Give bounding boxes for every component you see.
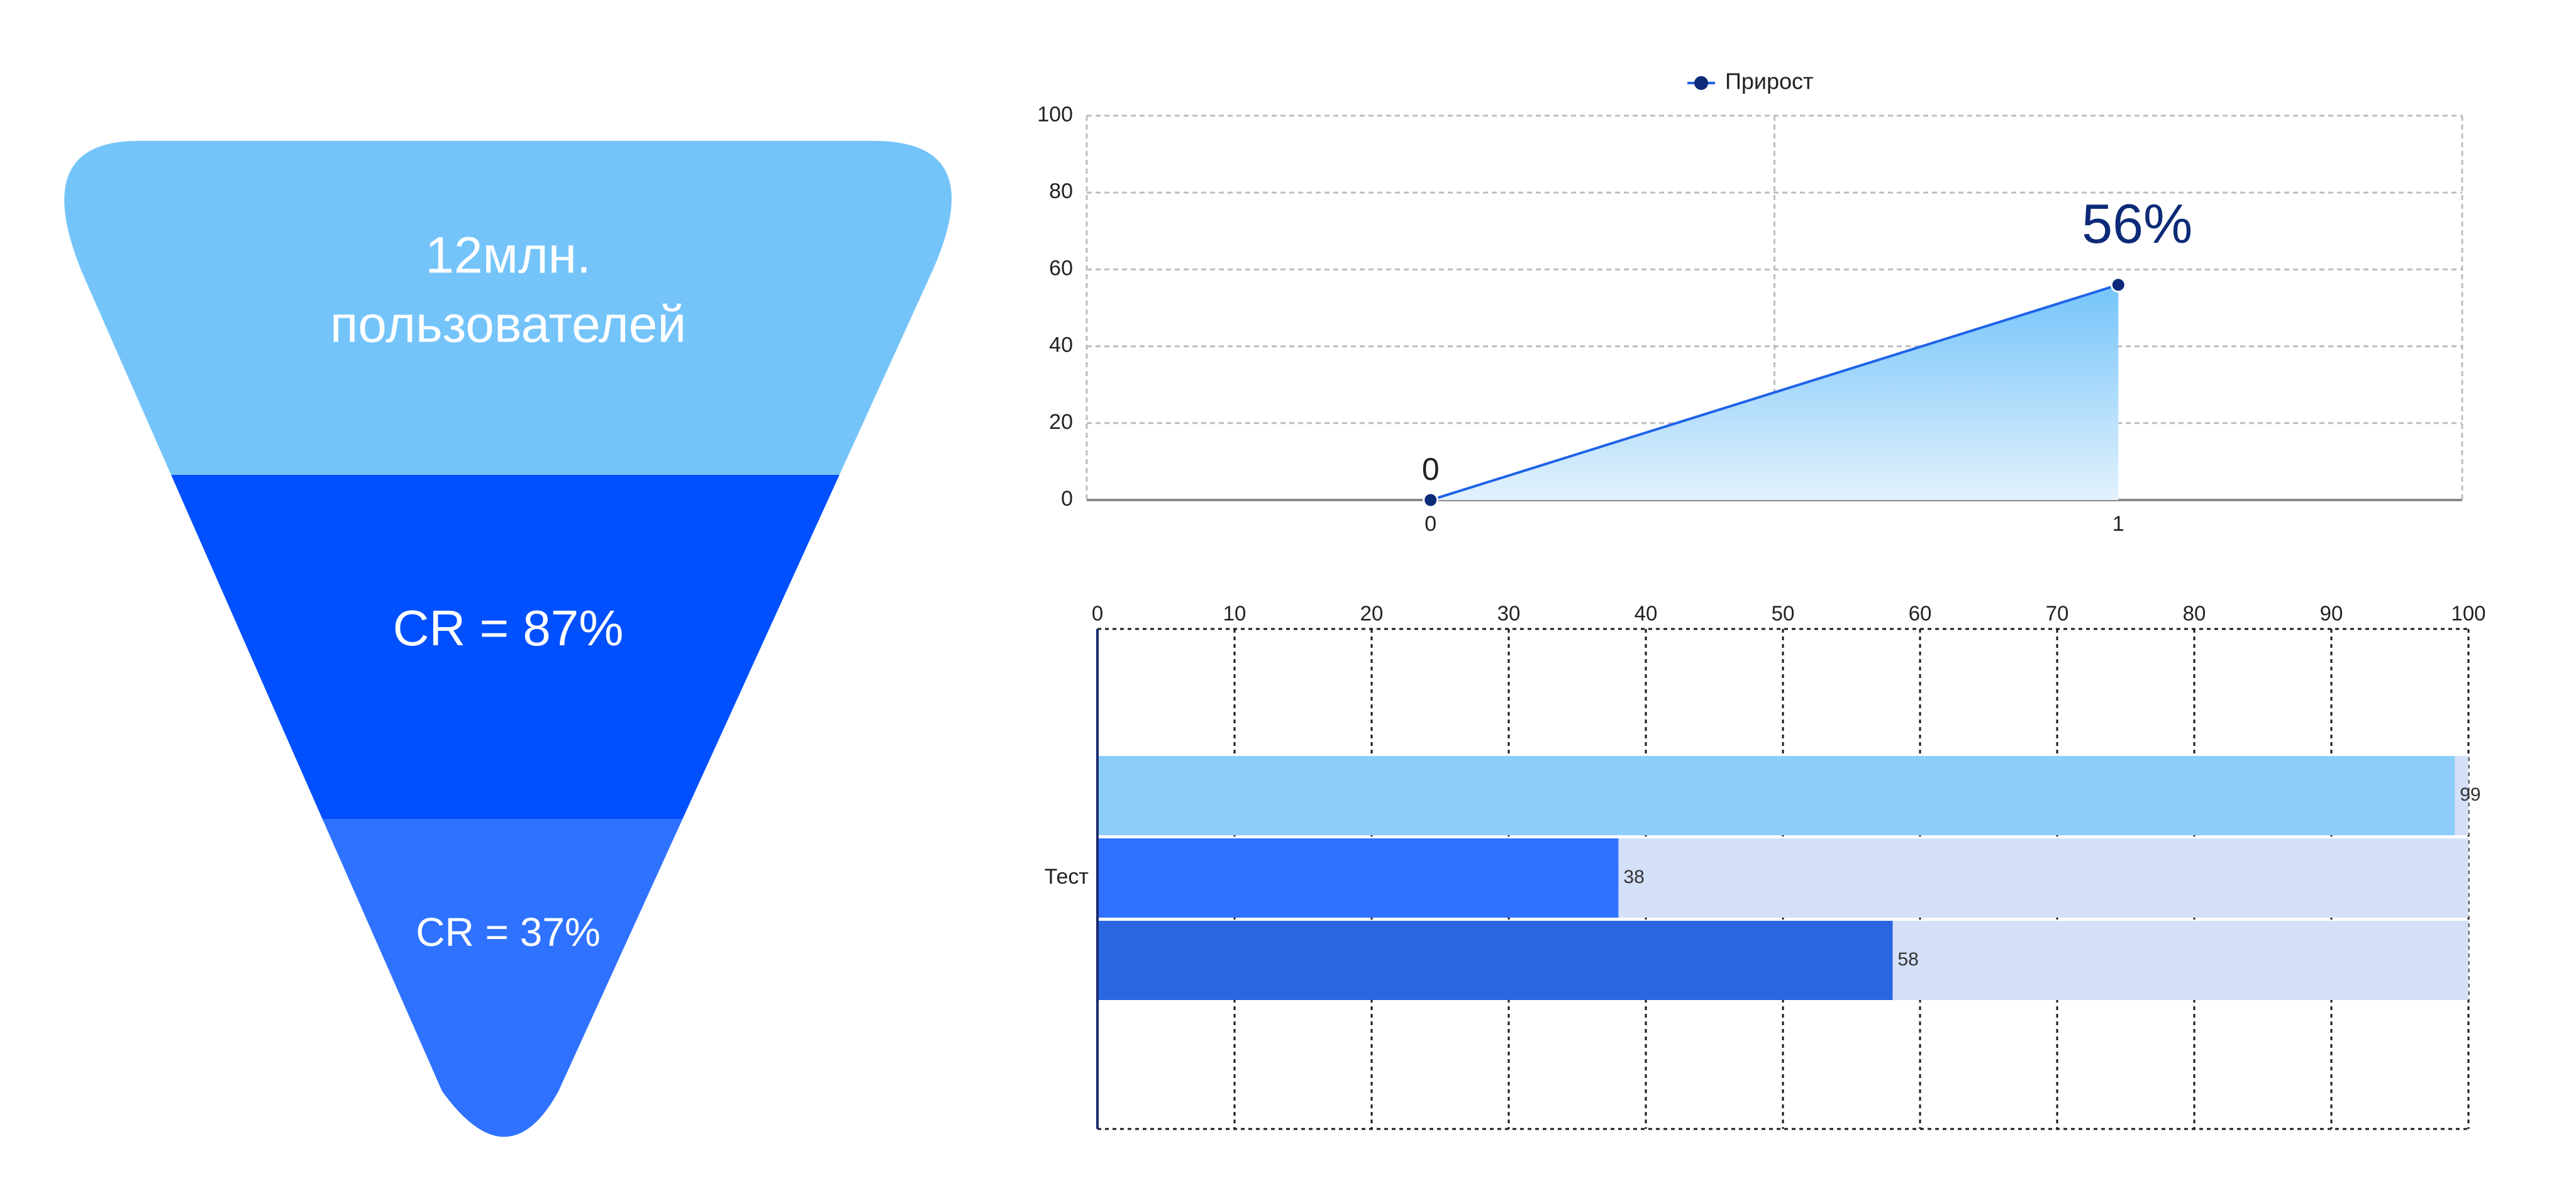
bar — [1097, 838, 1619, 918]
y-tick-label: 80 — [1049, 179, 1073, 203]
series-line — [1430, 283, 2119, 501]
data-point-label: 0 — [1422, 452, 1440, 487]
bar-value-label: 38 — [1623, 867, 1644, 887]
y-tick-label: 60 — [1049, 256, 1073, 280]
data-point — [1423, 492, 1439, 508]
bar — [1097, 921, 1893, 1000]
x-tick-label: 1 — [2112, 512, 2124, 536]
x-tick-label: 0 — [1424, 512, 1436, 536]
x-tick-label: 10 — [1223, 602, 1246, 625]
category-label: Тест — [1045, 865, 1089, 889]
y-tick-label: 20 — [1049, 410, 1073, 434]
funnel-segment-3 — [64, 819, 952, 1137]
funnel-segment-1-label: 12млн. — [425, 227, 591, 284]
test-bar-chart: 0 10 20 30 40 50 60 70 80 90 100 99 38 58 Тест — [1045, 602, 2486, 1130]
y-tick-label: 40 — [1049, 333, 1073, 357]
x-tick-label: 40 — [1635, 602, 1658, 625]
bar-value-label: 99 — [2460, 784, 2480, 805]
funnel-segment-3-label: CR = 37% — [416, 909, 600, 955]
y-tick-label: 100 — [1037, 103, 1073, 126]
data-point — [2110, 277, 2126, 293]
growth-line-chart: 0 20 40 60 80 100 0 1 0 56% Прирост — [1037, 69, 2463, 536]
funnel-segment-1-label: пользователей — [330, 296, 686, 353]
data-point-label: 56% — [2082, 192, 2192, 255]
y-tick-label: 0 — [1061, 487, 1073, 511]
bar-value-label: 58 — [1897, 949, 1918, 970]
x-tick-label: 100 — [2451, 602, 2485, 625]
legend-label: Прирост — [1725, 69, 1814, 94]
x-tick-label: 20 — [1360, 602, 1384, 625]
x-tick-label: 30 — [1497, 602, 1521, 625]
funnel-chart: 12млн. пользователей CR = 87% CR = 37% — [64, 141, 952, 1137]
x-tick-label: 80 — [2183, 602, 2206, 625]
x-tick-label: 50 — [1772, 602, 1795, 625]
x-tick-label: 0 — [1092, 602, 1103, 625]
x-tick-label: 90 — [2320, 602, 2343, 625]
x-tick-label: 70 — [2046, 602, 2069, 625]
bar — [1097, 756, 2455, 835]
legend-marker-icon — [1694, 76, 1708, 90]
funnel-segment-2-label: CR = 87% — [393, 600, 624, 656]
funnel-segment-1 — [64, 141, 952, 475]
x-tick-label: 60 — [1909, 602, 1932, 625]
